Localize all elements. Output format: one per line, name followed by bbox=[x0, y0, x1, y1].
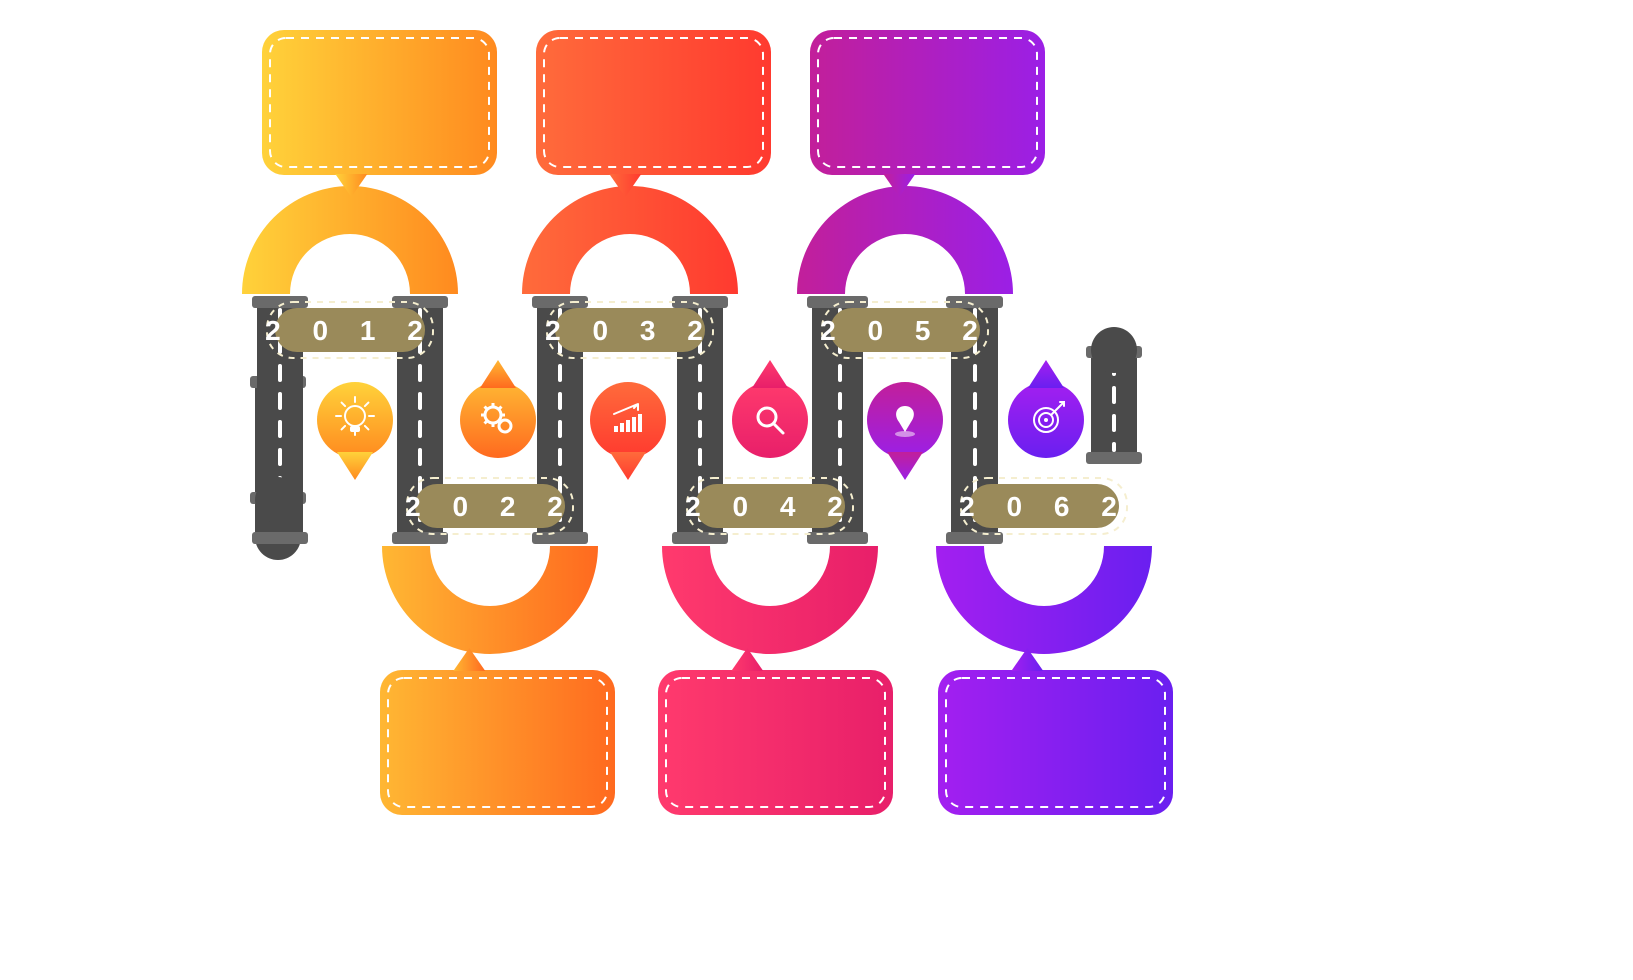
marker-map-pin bbox=[867, 382, 943, 480]
year-label-2032: 2 0 3 2 bbox=[545, 315, 715, 346]
year-label-2012: 2 0 1 2 bbox=[265, 315, 435, 346]
text-box-2012 bbox=[262, 30, 497, 197]
text-box-2042 bbox=[658, 648, 893, 815]
text-box-2022 bbox=[380, 648, 615, 815]
arch-2012 bbox=[242, 186, 458, 294]
text-box-2052 bbox=[810, 30, 1045, 197]
year-label-2042: 2 0 4 2 bbox=[685, 491, 855, 522]
arch-2052 bbox=[797, 186, 1013, 294]
arch-2022 bbox=[382, 546, 598, 654]
marker-gears bbox=[460, 360, 536, 458]
year-label-2022: 2 0 2 2 bbox=[405, 491, 575, 522]
text-box-2032 bbox=[536, 30, 771, 197]
marker-magnifier bbox=[732, 360, 808, 458]
arch-2042 bbox=[662, 546, 878, 654]
arch-2062 bbox=[936, 546, 1152, 654]
year-label-2062: 2 0 6 2 bbox=[959, 491, 1129, 522]
year-label-2052: 2 0 5 2 bbox=[820, 315, 990, 346]
marker-target bbox=[1008, 360, 1084, 458]
arch-2032 bbox=[522, 186, 738, 294]
marker-lightbulb bbox=[317, 382, 393, 480]
timeline-infographic: 2 0 1 2 2 0 2 2 2 0 3 2 2 0 4 2 2 0 5 2 2 0 6… bbox=[0, 0, 1633, 980]
text-box-2062 bbox=[938, 648, 1173, 815]
marker-chart bbox=[590, 382, 666, 480]
